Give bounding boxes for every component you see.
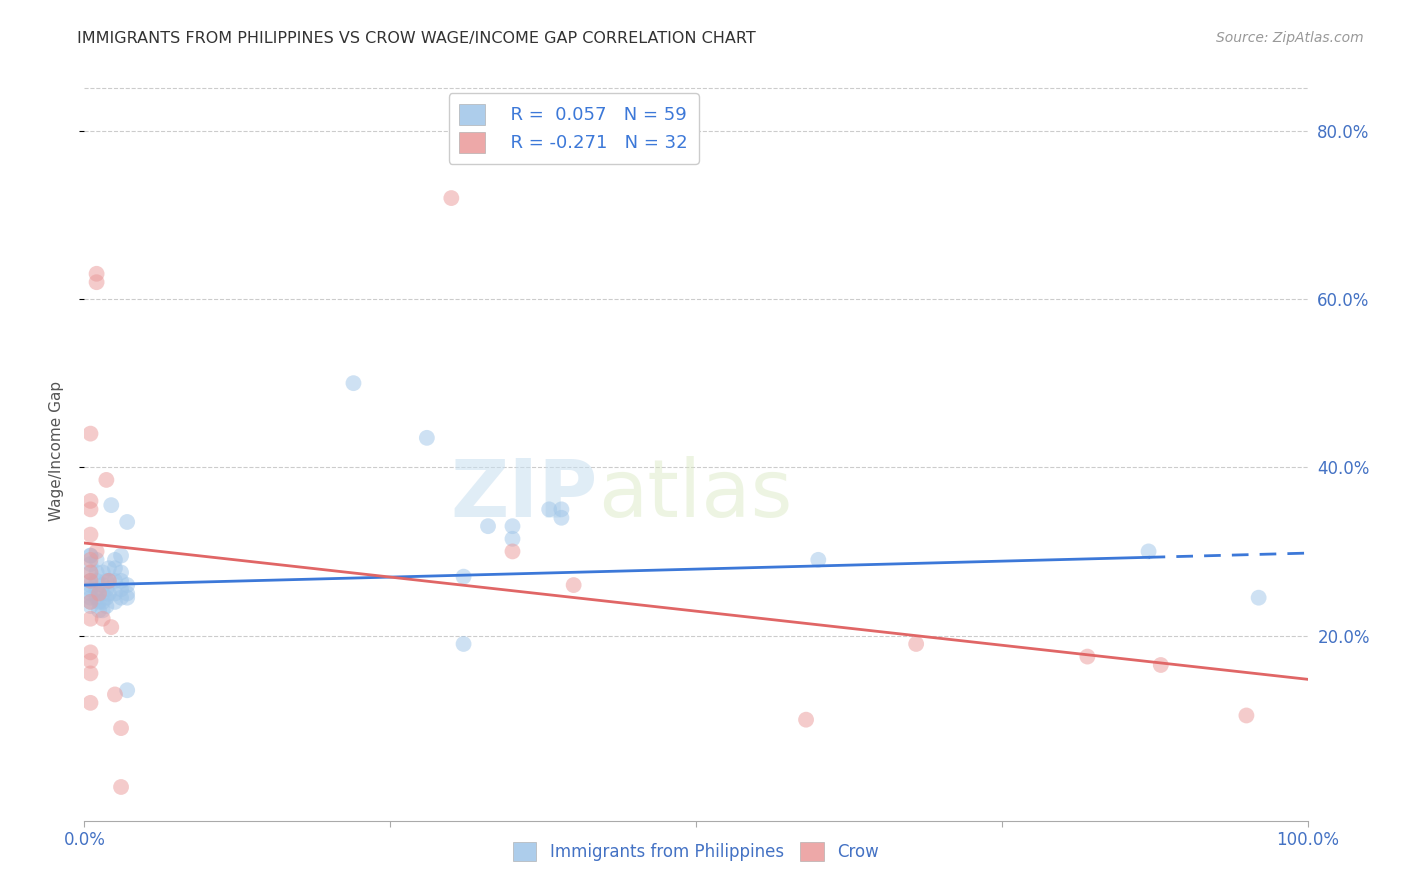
Point (97, 574, 120, 588)
Point (104, 688, 127, 702)
Point (115, 515, 138, 529)
Point (96, 574, 118, 588)
Point (110, 566, 132, 580)
Point (79, 566, 101, 580)
Point (91, 612, 114, 626)
Point (104, 595, 127, 609)
Point (1236, 708, 1258, 723)
Point (86, 591, 108, 605)
Point (110, 574, 132, 588)
Point (79, 426, 101, 441)
Point (91, 603, 114, 617)
Point (86, 553, 108, 567)
Point (86, 544, 108, 558)
Point (477, 519, 499, 533)
Point (79, 502, 101, 516)
Point (87, 603, 110, 617)
Point (87, 595, 110, 609)
Text: IMMIGRANTS FROM PHILIPPINES VS CROW WAGE/INCOME GAP CORRELATION CHART: IMMIGRANTS FROM PHILIPPINES VS CROW WAGE… (77, 31, 756, 46)
Point (550, 502, 572, 516)
Point (100, 498, 122, 512)
Point (115, 586, 138, 600)
Point (96, 599, 118, 613)
Point (79, 666, 101, 681)
Point (79, 549, 101, 563)
Point (91, 578, 114, 592)
Text: ZIP: ZIP (451, 456, 598, 534)
Point (1150, 658, 1173, 673)
Point (453, 637, 475, 651)
Point (97, 586, 120, 600)
Point (96, 591, 118, 605)
Point (79, 595, 101, 609)
Point (79, 578, 101, 592)
Point (86, 275, 108, 289)
Point (550, 510, 572, 524)
Point (79, 557, 101, 571)
Point (104, 553, 127, 567)
Point (104, 586, 127, 600)
Point (104, 561, 127, 575)
Point (416, 431, 439, 445)
Point (79, 696, 101, 710)
Point (502, 544, 524, 558)
Point (79, 595, 101, 609)
Point (91, 586, 114, 600)
Point (110, 780, 132, 794)
Legend: Immigrants from Philippines, Crow: Immigrants from Philippines, Crow (506, 835, 886, 868)
Point (86, 574, 108, 588)
Point (87, 586, 110, 600)
Point (440, 191, 463, 205)
Point (794, 713, 817, 727)
Point (97, 574, 120, 588)
Point (502, 519, 524, 533)
Text: atlas: atlas (598, 456, 793, 534)
Point (79, 591, 101, 605)
Point (91, 595, 114, 609)
Point (79, 527, 101, 541)
Y-axis label: Wage/Income Gap: Wage/Income Gap (49, 380, 63, 521)
Point (502, 532, 524, 546)
Point (86, 267, 108, 281)
Point (91, 566, 114, 580)
Point (96, 473, 118, 487)
Point (79, 566, 101, 580)
Point (110, 591, 132, 605)
Point (97, 561, 120, 575)
Point (79, 586, 101, 600)
Point (79, 553, 101, 567)
Point (115, 578, 138, 592)
Point (110, 582, 132, 597)
Point (807, 553, 830, 567)
Point (115, 591, 138, 605)
Point (79, 574, 101, 588)
Point (538, 502, 561, 516)
Point (104, 574, 127, 588)
Point (79, 612, 101, 626)
Point (1076, 649, 1098, 664)
Point (79, 599, 101, 613)
Point (1137, 544, 1160, 558)
Point (79, 645, 101, 659)
Text: Source: ZipAtlas.com: Source: ZipAtlas.com (1216, 31, 1364, 45)
Point (86, 566, 108, 580)
Point (562, 578, 585, 592)
Point (100, 620, 122, 634)
Point (342, 376, 364, 391)
Point (79, 574, 101, 588)
Point (1247, 591, 1270, 605)
Point (453, 569, 475, 583)
Point (79, 549, 101, 563)
Point (110, 549, 132, 563)
Point (79, 494, 101, 508)
Point (79, 582, 101, 597)
Point (86, 582, 108, 597)
Point (115, 683, 138, 698)
Point (79, 654, 101, 668)
Point (96, 582, 118, 597)
Point (905, 637, 928, 651)
Point (110, 721, 132, 735)
